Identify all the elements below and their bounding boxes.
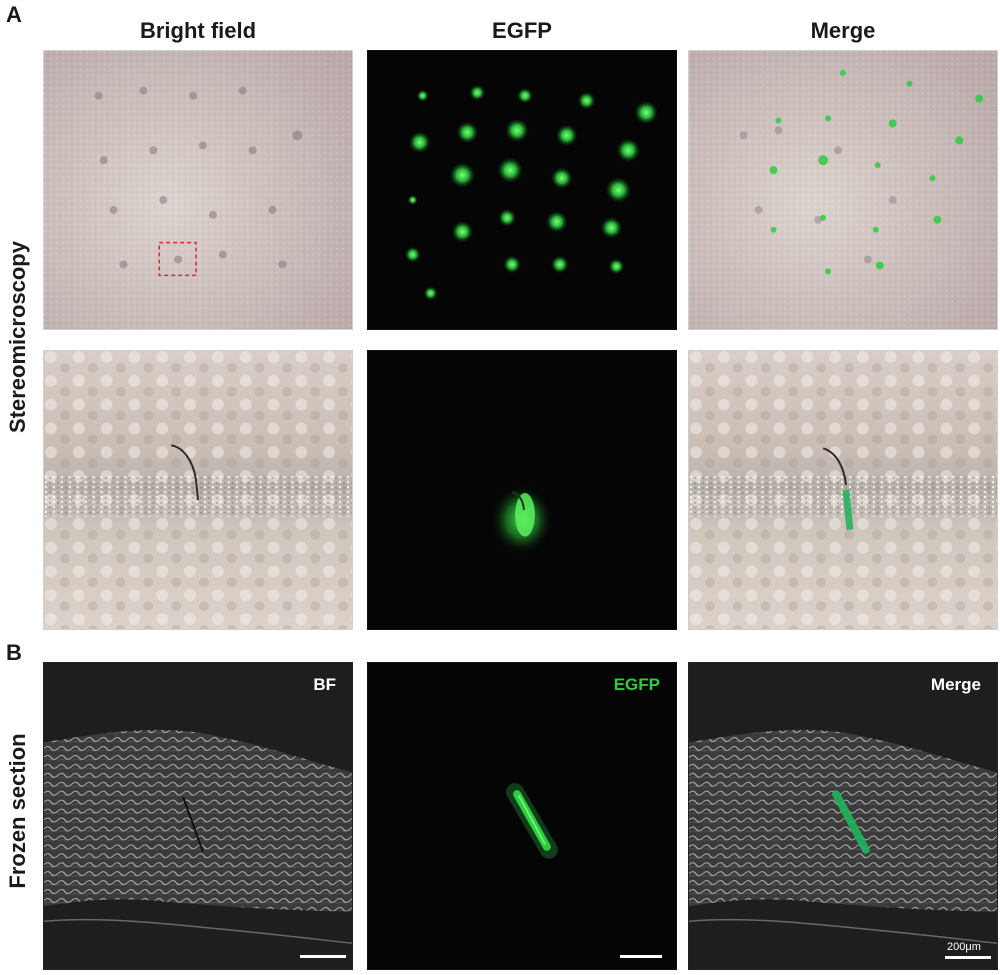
merge-overview-image (688, 50, 998, 330)
bf-section-image: BF (43, 662, 353, 970)
egfp-magnified-image (367, 350, 677, 630)
merge-overlay-label: Merge (930, 675, 981, 694)
bright-field-overview-image (43, 50, 353, 330)
panel-label-b: B (6, 640, 22, 665)
egfp-overlay-label: EGFP (613, 675, 660, 694)
bf-overlay-label: BF (313, 675, 336, 694)
column-title-merge: Merge (810, 18, 876, 43)
scale-bar-bf (300, 955, 346, 958)
row-title-frozen-section: Frozen section (5, 733, 30, 889)
egfp-overview-image (367, 50, 677, 330)
bright-field-magnified-image (43, 350, 353, 630)
row-title-stereomicroscopy: Stereomicroscopy (5, 241, 30, 433)
column-title-bright-field: Bright field (139, 18, 257, 43)
scale-bar-merge (945, 956, 991, 959)
egfp-section-image: EGFP (367, 662, 677, 970)
scale-bar-egfp (620, 955, 662, 958)
scale-bar-label: 200μm (947, 941, 981, 953)
merge-magnified-image (688, 350, 998, 630)
merge-section-image: Merge 200μm (688, 662, 998, 970)
column-title-egfp: EGFP (492, 18, 552, 43)
panel-label-a: A (6, 2, 22, 27)
